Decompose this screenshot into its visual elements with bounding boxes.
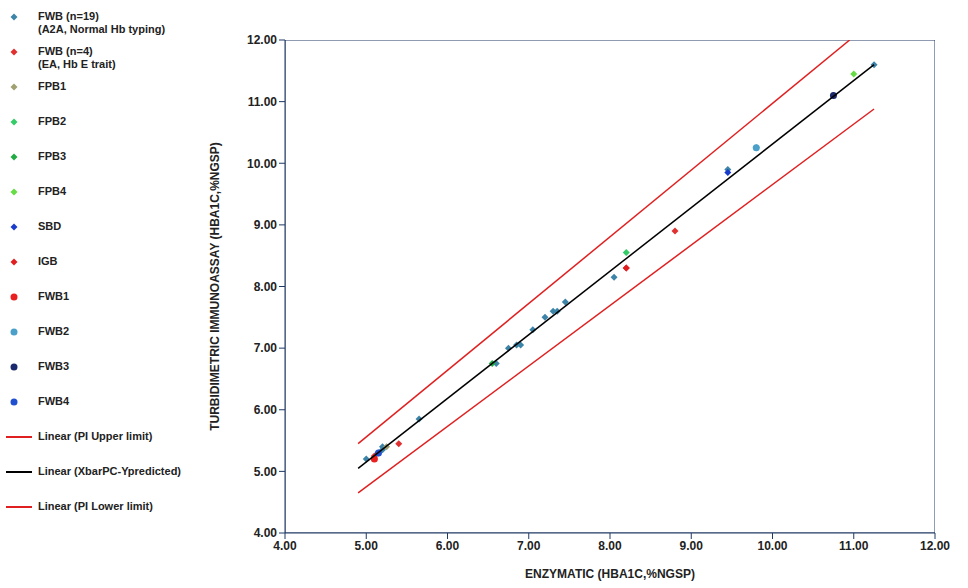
html-text:IGB: IGB <box>38 255 58 267</box>
svg-text:7.00: 7.00 <box>254 341 278 355</box>
svg-text:ENZYMATIC (HBA1C,%NGSP): ENZYMATIC (HBA1C,%NGSP) <box>525 567 695 581</box>
html-text:Linear (XbarPC-Ypredicted): Linear (XbarPC-Ypredicted) <box>38 465 181 477</box>
html-text:Linear (PI Upper limit): Linear (PI Upper limit) <box>38 430 153 442</box>
html-text:FPB3: FPB3 <box>38 150 67 162</box>
svg-text:11.00: 11.00 <box>839 539 869 553</box>
svg-text:10.00: 10.00 <box>757 539 787 553</box>
html-text:FWB2: FWB2 <box>38 325 70 337</box>
svg-text:12.00: 12.00 <box>920 539 950 553</box>
svg-text:8.00: 8.00 <box>598 539 622 553</box>
svg-text:7.00: 7.00 <box>517 539 541 553</box>
svg-text:5.00: 5.00 <box>355 539 379 553</box>
svg-text:9.00: 9.00 <box>680 539 704 553</box>
html-text:FWB1: FWB1 <box>38 290 70 302</box>
html-text:FPB1: FPB1 <box>38 80 67 92</box>
svg-text:4.00: 4.00 <box>254 526 278 540</box>
svg-text:TURBIDIMETRIC IMMUNOASSAY (HBA: TURBIDIMETRIC IMMUNOASSAY (HBA1C,%NGSP) <box>208 142 222 431</box>
svg-text:10.00: 10.00 <box>247 157 277 171</box>
svg-text:8.00: 8.00 <box>254 280 278 294</box>
html-text:SBD: SBD <box>38 220 62 232</box>
svg-text:4.00: 4.00 <box>273 539 297 553</box>
svg-text:5.00: 5.00 <box>254 465 278 479</box>
svg-text:9.00: 9.00 <box>254 218 278 232</box>
html-text:FWB4: FWB4 <box>38 395 70 407</box>
svg-text:6.00: 6.00 <box>436 539 460 553</box>
html-text:FPB2: FPB2 <box>38 115 67 127</box>
html-text:FWB (n=4) (EA, Hb E trait): FWB (n=4) (EA, Hb E trait) <box>38 45 116 70</box>
svg-text:11.00: 11.00 <box>248 95 278 109</box>
svg-text:6.00: 6.00 <box>254 403 278 417</box>
html-text:Linear (PI Lower limit): Linear (PI Lower limit) <box>38 500 153 512</box>
html-text:FPB4: FPB4 <box>38 185 67 197</box>
svg-text:12.00: 12.00 <box>247 33 277 47</box>
html-text:FWB (n=19) (A2A, Normal Hb typ: FWB (n=19) (A2A, Normal Hb typing) <box>38 10 166 35</box>
html-text:FWB3: FWB3 <box>38 360 70 372</box>
